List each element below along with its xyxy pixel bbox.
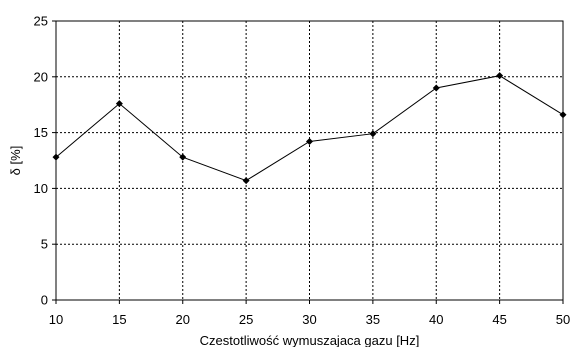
data-point	[242, 177, 250, 185]
data-point	[115, 100, 123, 108]
y-tick-label: 25	[34, 14, 48, 29]
x-tick-label: 10	[49, 312, 63, 327]
x-tick-label: 15	[112, 312, 126, 327]
y-tick-label: 20	[34, 69, 48, 84]
x-tick-label: 35	[366, 312, 380, 327]
x-tick-label: 20	[176, 312, 190, 327]
data-point	[369, 130, 377, 138]
series-line	[55, 75, 564, 182]
x-axis-title: Czestotliwość wymuszajaca gazu [Hz]	[200, 333, 420, 347]
series-layer	[52, 72, 567, 185]
x-tick-label: 50	[556, 312, 570, 327]
x-tick-label: 45	[492, 312, 506, 327]
y-axis-title: δ [%]	[8, 146, 23, 176]
x-tick-label: 30	[302, 312, 316, 327]
data-point	[52, 153, 60, 161]
data-point	[306, 138, 313, 146]
y-tick-label: 5	[41, 237, 48, 252]
y-tick-label: 0	[41, 293, 48, 308]
grid-lines	[56, 21, 563, 300]
data-point	[179, 153, 187, 161]
x-tick-label: 25	[239, 312, 253, 327]
y-tick-label: 15	[34, 125, 48, 140]
data-point	[432, 84, 440, 92]
y-axis-ticks: 0 5 10 15 20 25	[34, 14, 56, 308]
x-axis-ticks: 10 15 20 25 30 35 40 45 50	[49, 300, 570, 327]
x-tick-label: 40	[429, 312, 443, 327]
data-point	[496, 72, 504, 80]
y-tick-label: 10	[34, 181, 48, 196]
data-point	[559, 111, 567, 119]
